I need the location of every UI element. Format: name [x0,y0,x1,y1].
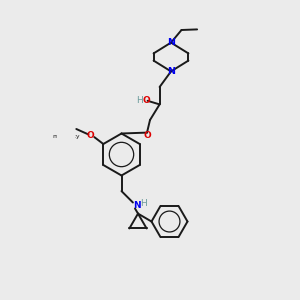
Text: O: O [143,130,151,140]
Text: O: O [87,131,94,140]
Text: O: O [142,96,150,105]
Text: H: H [136,96,143,105]
Text: N: N [133,201,140,210]
Text: H: H [140,199,146,208]
Text: methoxy: methoxy [52,134,80,139]
Text: N: N [167,67,175,76]
Text: N: N [167,38,175,47]
